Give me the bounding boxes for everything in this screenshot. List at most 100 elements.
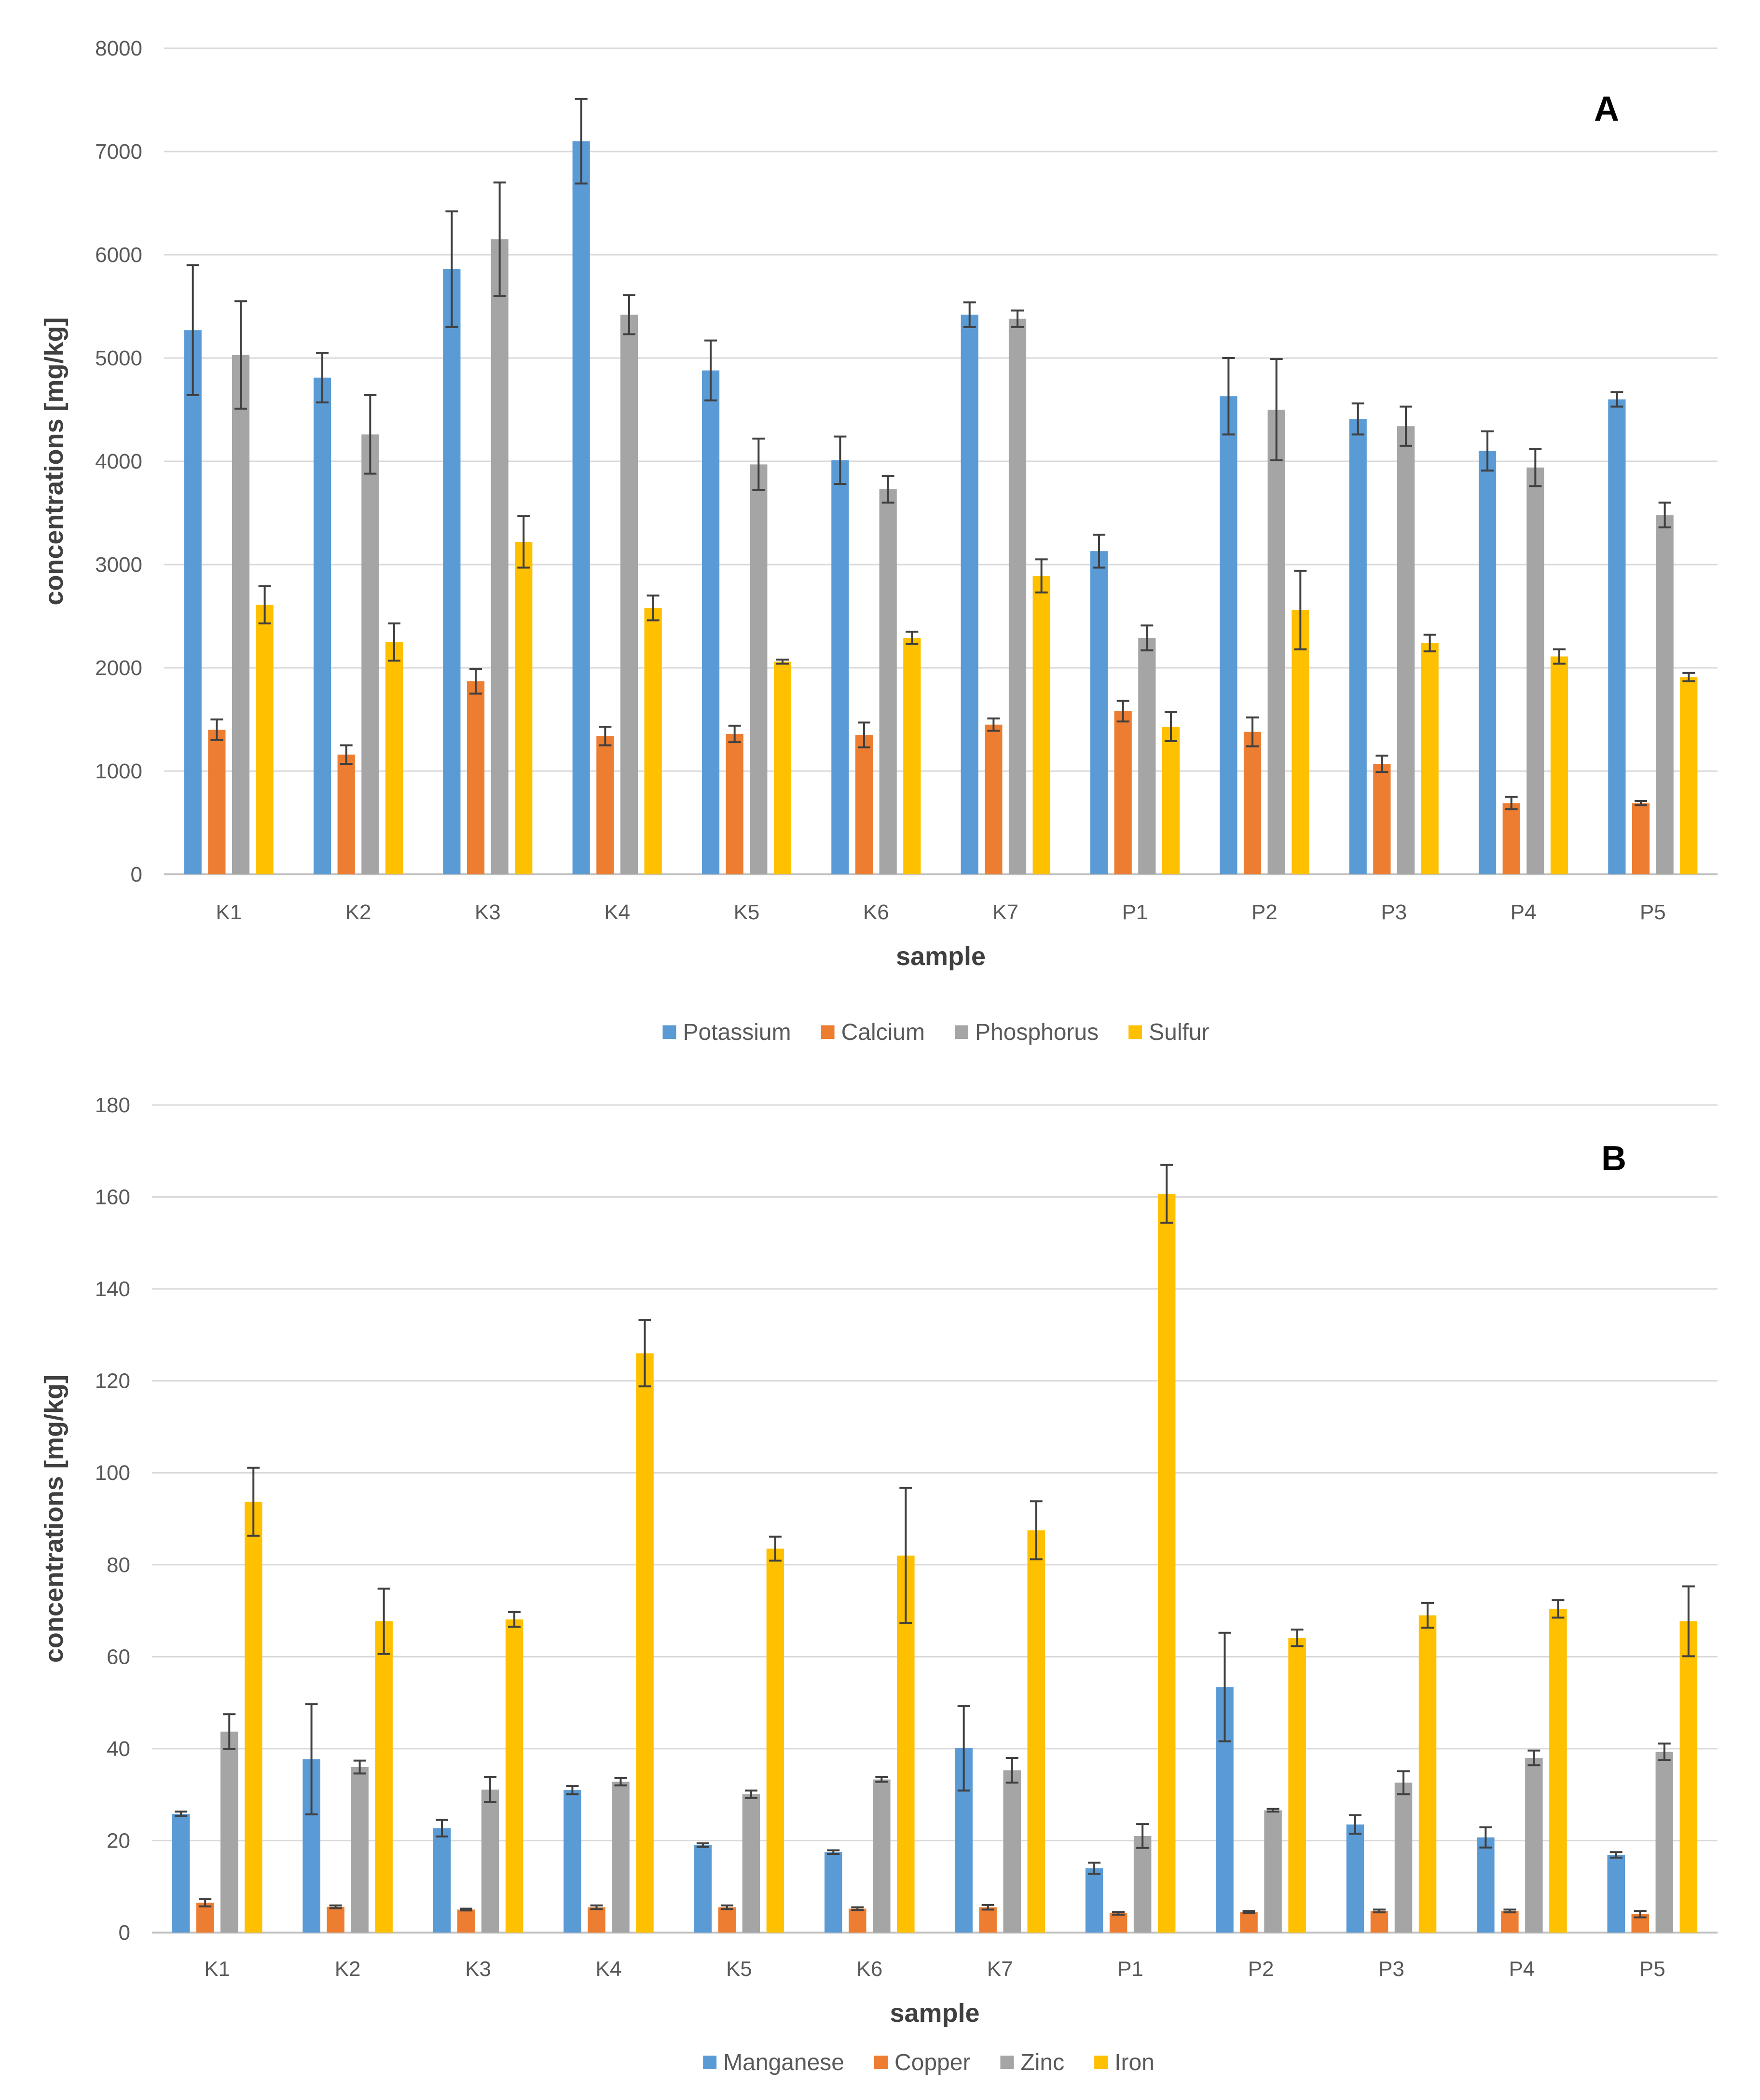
bar-copper-P3 bbox=[1370, 1911, 1389, 1933]
error-bar-copper-K7 bbox=[981, 1904, 994, 1911]
bar-sulfur-K6 bbox=[903, 637, 921, 874]
error-bar-potassium-K3 bbox=[445, 210, 458, 328]
error-bar-iron-K4 bbox=[638, 1319, 651, 1388]
bar-zinc-K4 bbox=[612, 1782, 630, 1933]
bar-potassium-P3 bbox=[1349, 419, 1367, 874]
error-bar-phosphorus-P5 bbox=[1658, 501, 1671, 528]
bar-zinc-P4 bbox=[1525, 1757, 1543, 1933]
bar-phosphorus-K4 bbox=[620, 315, 638, 874]
error-bar-iron-P2 bbox=[1291, 1629, 1304, 1647]
y-tick-label: 2000 bbox=[95, 656, 142, 680]
bar-manganese-P3 bbox=[1346, 1824, 1364, 1933]
y-tick-label: 180 bbox=[95, 1093, 130, 1117]
error-bar-phosphorus-K3 bbox=[493, 181, 506, 297]
bar-sulfur-K3 bbox=[515, 541, 533, 874]
error-bar-sulfur-K5 bbox=[776, 658, 789, 665]
error-bar-copper-P4 bbox=[1503, 1908, 1516, 1914]
bar-copper-P2 bbox=[1240, 1912, 1258, 1933]
bar-manganese-K5 bbox=[694, 1845, 712, 1933]
bar-potassium-P5 bbox=[1608, 399, 1626, 874]
legend-label-zinc: Zinc bbox=[1020, 2050, 1064, 2075]
error-bar-iron-P3 bbox=[1421, 1602, 1434, 1629]
error-bar-manganese-K7 bbox=[957, 1705, 970, 1792]
error-bar-iron-K5 bbox=[769, 1535, 782, 1562]
bar-phosphorus-K1 bbox=[232, 355, 250, 874]
bar-manganese-K3 bbox=[433, 1828, 451, 1933]
bar-copper-P1 bbox=[1109, 1913, 1128, 1933]
error-bar-phosphorus-K4 bbox=[622, 294, 635, 335]
bar-potassium-K4 bbox=[572, 141, 590, 875]
legend-label-sulfur: Sulfur bbox=[1149, 1020, 1209, 1045]
bar-phosphorus-P2 bbox=[1267, 410, 1285, 874]
bar-copper-P4 bbox=[1501, 1911, 1519, 1933]
error-bar-iron-K1 bbox=[247, 1466, 260, 1537]
bar-calcium-P3 bbox=[1373, 764, 1391, 874]
x-tick-label: K7 bbox=[992, 900, 1018, 924]
legend-swatch-manganese bbox=[703, 2056, 717, 2069]
error-bar-sulfur-K4 bbox=[646, 594, 660, 622]
bar-zinc-P5 bbox=[1655, 1752, 1674, 1933]
x-tick-label: K5 bbox=[726, 1957, 752, 1981]
bar-iron-K1 bbox=[244, 1502, 262, 1933]
y-tick-label: 6000 bbox=[95, 243, 142, 267]
bar-manganese-K6 bbox=[824, 1852, 842, 1933]
bar-potassium-P1 bbox=[1090, 551, 1108, 874]
error-bar-phosphorus-K2 bbox=[364, 394, 377, 475]
bar-manganese-K1 bbox=[172, 1814, 190, 1933]
error-bar-zinc-K2 bbox=[353, 1759, 366, 1775]
x-tick-label: P2 bbox=[1251, 900, 1278, 924]
bar-sulfur-P3 bbox=[1421, 643, 1439, 874]
error-bar-copper-K1 bbox=[199, 1898, 212, 1907]
legend-swatch-copper bbox=[874, 2056, 888, 2069]
error-bar-potassium-K5 bbox=[704, 339, 717, 401]
error-bar-phosphorus-K1 bbox=[234, 300, 247, 410]
bar-calcium-P4 bbox=[1502, 803, 1520, 874]
x-tick-label: K6 bbox=[856, 1957, 882, 1981]
error-bar-calcium-P2 bbox=[1246, 716, 1259, 747]
error-bar-sulfur-P4 bbox=[1553, 648, 1566, 665]
y-tick-label: 100 bbox=[95, 1461, 130, 1485]
error-bar-calcium-K7 bbox=[987, 717, 1000, 732]
error-bar-potassium-K1 bbox=[186, 264, 199, 397]
error-bar-calcium-P3 bbox=[1375, 754, 1389, 774]
error-bar-calcium-K1 bbox=[210, 718, 223, 741]
error-bar-phosphorus-K5 bbox=[752, 437, 765, 491]
x-tick-label: K7 bbox=[987, 1957, 1013, 1981]
bar-zinc-K3 bbox=[481, 1789, 499, 1933]
error-bar-zinc-P3 bbox=[1397, 1770, 1410, 1796]
bar-manganese-P1 bbox=[1085, 1868, 1103, 1933]
bar-phosphorus-K7 bbox=[1008, 318, 1027, 875]
y-tick-label: 80 bbox=[107, 1553, 130, 1577]
bar-copper-K6 bbox=[849, 1908, 866, 1933]
bar-manganese-K4 bbox=[564, 1790, 581, 1933]
bar-potassium-K6 bbox=[831, 460, 849, 874]
error-bar-sulfur-K2 bbox=[387, 622, 400, 662]
x-tick-label: K2 bbox=[345, 900, 371, 924]
bar-zinc-K6 bbox=[873, 1779, 891, 1933]
error-bar-sulfur-K3 bbox=[517, 515, 530, 569]
error-bar-iron-K3 bbox=[508, 1611, 521, 1628]
bar-zinc-K5 bbox=[742, 1794, 760, 1933]
error-bar-manganese-P2 bbox=[1218, 1631, 1231, 1742]
x-tick-label: K1 bbox=[204, 1957, 230, 1981]
error-bar-zinc-K4 bbox=[614, 1777, 627, 1787]
error-bar-iron-K6 bbox=[899, 1487, 912, 1624]
bar-sulfur-P1 bbox=[1162, 726, 1180, 874]
x-tick-label: P3 bbox=[1378, 1957, 1404, 1981]
bar-sulfur-K4 bbox=[644, 608, 662, 874]
y-tick-label: 140 bbox=[95, 1277, 130, 1301]
error-bar-sulfur-P2 bbox=[1294, 569, 1307, 650]
error-bar-manganese-K3 bbox=[436, 1819, 449, 1838]
error-bar-copper-P2 bbox=[1242, 1910, 1255, 1914]
error-bar-manganese-P3 bbox=[1348, 1814, 1361, 1835]
x-tick-label: P2 bbox=[1248, 1957, 1274, 1981]
y-tick-label: 3000 bbox=[95, 553, 142, 577]
bar-iron-P3 bbox=[1418, 1615, 1437, 1933]
y-tick-label: 7000 bbox=[95, 140, 142, 164]
bar-manganese-P4 bbox=[1477, 1837, 1495, 1933]
legend-swatch-zinc bbox=[1000, 2056, 1014, 2069]
bar-phosphorus-K3 bbox=[491, 239, 509, 874]
error-bar-copper-P1 bbox=[1112, 1911, 1125, 1916]
error-bar-phosphorus-P1 bbox=[1141, 624, 1154, 651]
